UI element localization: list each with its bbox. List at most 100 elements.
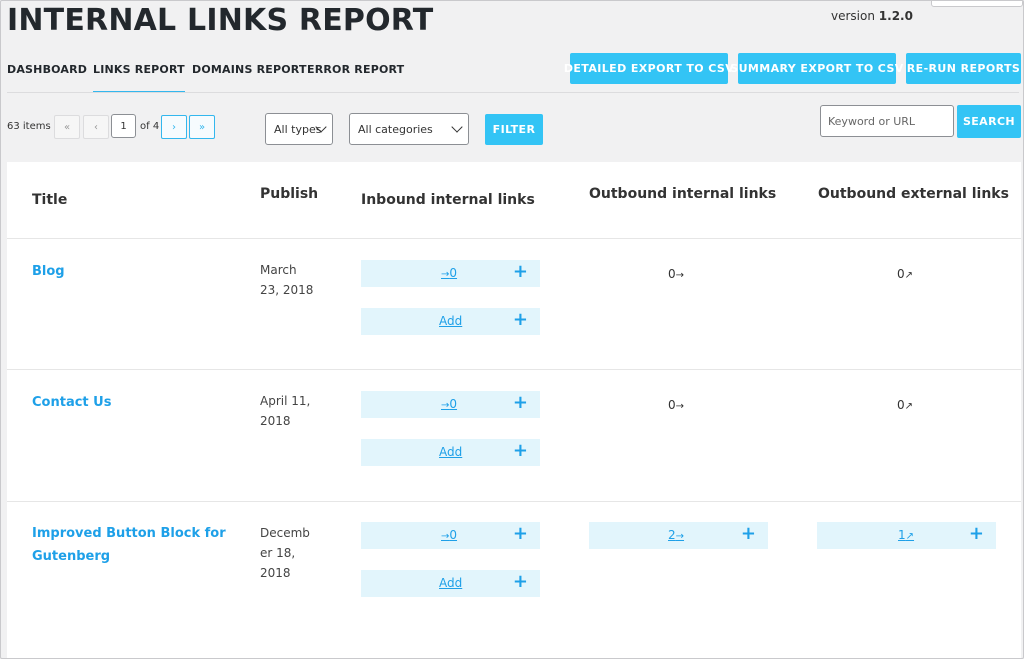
outbound-internal-value: 0→ bbox=[668, 267, 684, 281]
links-table: Title Publish Inbound internal links Out… bbox=[7, 162, 1021, 658]
add-link[interactable]: Add bbox=[439, 314, 463, 328]
publish-line: 2018 bbox=[260, 414, 291, 428]
outbound-external-count: 0 bbox=[897, 398, 905, 412]
chevron-down-icon bbox=[451, 121, 463, 133]
external-arrow-icon: ↗ bbox=[905, 531, 915, 542]
outbound-external-count: 1 bbox=[898, 528, 906, 542]
next-page-button[interactable]: › bbox=[161, 115, 187, 139]
first-page-button[interactable]: « bbox=[54, 115, 80, 139]
outbound-external-cell: 1↗ + bbox=[817, 522, 996, 549]
outbound-external-count: 0 bbox=[897, 267, 905, 281]
version-number: 1.2.0 bbox=[878, 9, 913, 23]
row-divider bbox=[7, 501, 1021, 502]
outbound-internal-count: 2 bbox=[668, 528, 676, 542]
inbound-arrow-icon: → bbox=[441, 531, 450, 542]
inbound-count-link[interactable]: →0 bbox=[441, 266, 457, 280]
total-pages-label: of 4 bbox=[140, 121, 160, 132]
current-page-input[interactable]: 1 bbox=[111, 114, 136, 138]
version-info: version 1.2.0 bbox=[831, 9, 913, 23]
plus-icon[interactable]: + bbox=[512, 440, 528, 461]
last-page-button[interactable]: » bbox=[189, 115, 215, 139]
plus-icon[interactable]: + bbox=[512, 392, 528, 413]
outbound-internal-link[interactable]: 2→ bbox=[668, 528, 684, 542]
publish-line: Decemb bbox=[260, 526, 310, 540]
outbound-arrow-icon: → bbox=[675, 531, 685, 542]
plus-icon[interactable]: + bbox=[512, 261, 528, 282]
search-input[interactable]: Keyword or URL bbox=[820, 105, 954, 137]
column-header-outbound-external: Outbound external links bbox=[818, 186, 1009, 202]
outbound-internal-count: 0 bbox=[668, 267, 676, 281]
prev-page-button[interactable]: ‹ bbox=[83, 115, 109, 139]
type-select[interactable]: All types bbox=[265, 113, 333, 145]
type-select-value: All types bbox=[274, 122, 322, 136]
filter-button[interactable]: FILTER bbox=[485, 114, 543, 145]
tab-error-report[interactable]: ERROR REPORT bbox=[307, 63, 405, 76]
inbound-arrow-icon: → bbox=[441, 269, 450, 280]
outbound-external-link[interactable]: 1↗ bbox=[898, 528, 914, 542]
outbound-internal-cell: 2→ + bbox=[589, 522, 768, 549]
outbound-internal-count: 0 bbox=[668, 398, 676, 412]
column-header-outbound-internal: Outbound internal links bbox=[589, 186, 777, 202]
add-inbound-cell: Add + bbox=[361, 308, 540, 335]
version-label: version bbox=[831, 9, 875, 23]
inbound-count-link[interactable]: →0 bbox=[441, 397, 457, 411]
category-select[interactable]: All categories bbox=[349, 113, 469, 145]
outbound-internal-value: 0→ bbox=[668, 398, 684, 412]
row-title-link[interactable]: Improved Button Block for Gutenberg bbox=[32, 522, 226, 568]
items-count: 63 items bbox=[7, 121, 51, 132]
publish-line: 23, 2018 bbox=[260, 283, 314, 297]
row-publish-date: April 11, 2018 bbox=[260, 391, 310, 431]
external-arrow-icon: ↗ bbox=[904, 270, 914, 281]
column-header-title: Title bbox=[32, 192, 68, 208]
tabs-divider bbox=[7, 92, 1019, 93]
plus-icon[interactable]: + bbox=[512, 523, 528, 544]
row-divider bbox=[7, 369, 1021, 370]
inbound-arrow-icon: → bbox=[441, 400, 450, 411]
plus-icon[interactable]: + bbox=[512, 571, 528, 592]
add-inbound-cell: Add + bbox=[361, 439, 540, 466]
outbound-arrow-icon: → bbox=[675, 270, 685, 281]
outbound-external-value: 0↗ bbox=[897, 398, 913, 412]
row-publish-date: March 23, 2018 bbox=[260, 260, 313, 300]
outbound-arrow-icon: → bbox=[675, 401, 685, 412]
external-arrow-icon: ↗ bbox=[904, 401, 914, 412]
column-header-inbound: Inbound internal links bbox=[361, 192, 535, 208]
plus-icon[interactable]: + bbox=[968, 523, 984, 544]
rerun-reports-button[interactable]: RE-RUN REPORTS bbox=[906, 53, 1021, 84]
add-link[interactable]: Add bbox=[439, 445, 463, 459]
add-inbound-cell: Add + bbox=[361, 570, 540, 597]
page-title: INTERNAL LINKS REPORT bbox=[7, 3, 434, 38]
row-divider bbox=[7, 238, 1021, 239]
inbound-links-cell: →0 + bbox=[361, 260, 540, 287]
search-placeholder: Keyword or URL bbox=[828, 114, 916, 128]
category-select-value: All categories bbox=[358, 122, 433, 136]
title-line: Gutenberg bbox=[32, 549, 111, 564]
inbound-links-cell: →0 + bbox=[361, 522, 540, 549]
plus-icon[interactable]: + bbox=[740, 523, 756, 544]
publish-line: April 11, bbox=[260, 394, 311, 408]
tab-links-report[interactable]: LINKS REPORT bbox=[93, 63, 185, 93]
publish-line: er 18, bbox=[260, 546, 296, 560]
top-search-field[interactable] bbox=[931, 1, 1023, 7]
publish-line: March bbox=[260, 263, 297, 277]
search-button[interactable]: SEARCH bbox=[957, 105, 1021, 138]
outbound-external-value: 0↗ bbox=[897, 267, 913, 281]
plus-icon[interactable]: + bbox=[512, 309, 528, 330]
inbound-links-cell: →0 + bbox=[361, 391, 540, 418]
row-title-link[interactable]: Contact Us bbox=[32, 395, 112, 410]
summary-export-button[interactable]: SUMMARY EXPORT TO CSV bbox=[730, 53, 903, 84]
row-publish-date: Decemb er 18, 2018 bbox=[260, 523, 310, 583]
title-line: Improved Button Block for bbox=[32, 526, 226, 541]
inbound-count: 0 bbox=[449, 528, 458, 542]
inbound-count-link[interactable]: →0 bbox=[441, 528, 457, 542]
inbound-count: 0 bbox=[449, 397, 458, 411]
detailed-export-button[interactable]: DETAILED EXPORT TO CSV bbox=[564, 53, 734, 84]
add-link[interactable]: Add bbox=[439, 576, 463, 590]
tab-dashboard[interactable]: DASHBOARD bbox=[7, 63, 88, 76]
tab-domains-report[interactable]: DOMAINS REPORT bbox=[192, 63, 307, 76]
column-header-publish: Publish bbox=[260, 186, 319, 202]
publish-line: 2018 bbox=[260, 566, 291, 580]
row-title-link[interactable]: Blog bbox=[32, 264, 65, 279]
inbound-count: 0 bbox=[449, 266, 458, 280]
